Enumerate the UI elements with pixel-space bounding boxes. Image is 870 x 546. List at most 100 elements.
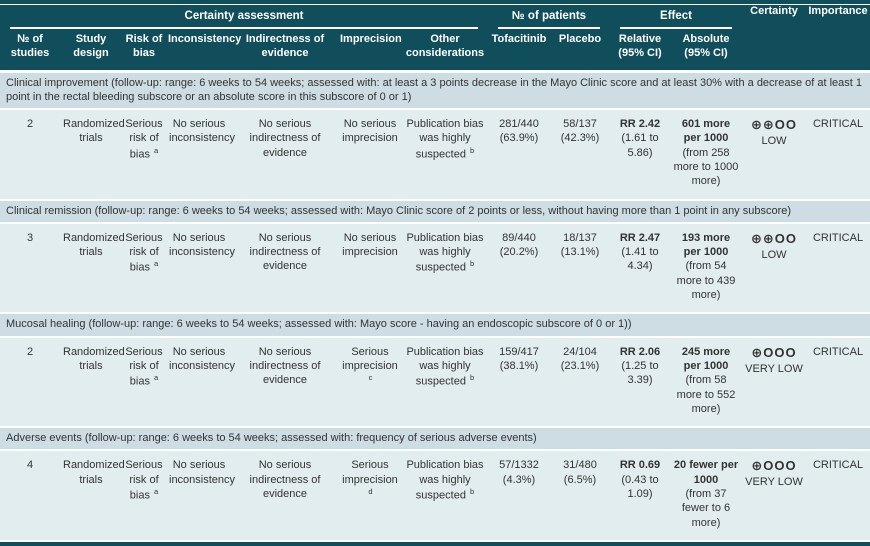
cell-other-considerations: Publication bias was highly suspected b <box>402 109 488 201</box>
col-header-other-considerations: Other considerations <box>402 29 488 73</box>
data-row-clinical-remission: 3 Randomized trials Serious risk of bias… <box>0 222 870 315</box>
certainty-label: VERY LOW <box>745 476 803 489</box>
outcome-section-adverse-events: Adverse events (follow-up: range: 6 week… <box>0 426 870 452</box>
cell-tofacitinib: 281/440 (63.9%) <box>488 109 550 201</box>
outcome-section-clinical-improvement: Clinical improvement (follow-up: range: … <box>0 69 870 111</box>
cell-other-considerations: Publication bias was highly suspected b <box>402 336 488 429</box>
group-effect: Effect <box>610 5 743 29</box>
cell-inconsistency: No serious inconsistency <box>166 450 235 542</box>
col-header-placebo: Placebo <box>550 29 610 73</box>
cell-imprecision: Serious imprecision c <box>338 336 402 429</box>
footnote-marker: b <box>470 145 475 155</box>
data-row-clinical-improvement: 2 Randomized trials Serious risk of bias… <box>0 109 870 201</box>
cell-relative-effect: RR 2.47 (1.41 to 4.34) <box>610 222 670 315</box>
footnote-marker: a <box>154 487 159 497</box>
cell-importance: CRITICAL <box>806 109 870 201</box>
cell-importance: CRITICAL <box>806 222 870 315</box>
cell-indirectness: No serious indirectness of evidence <box>232 109 338 201</box>
cell-certainty: ⊕⊕OO LOW <box>742 222 807 315</box>
data-row-adverse-events: 4 Randomized trials Serious risk of bias… <box>0 450 870 542</box>
cell-imprecision: No serious imprecision <box>338 109 402 201</box>
cell-imprecision: No serious imprecision <box>338 222 402 315</box>
header-columns-row: № of studies Study design Risk of bias I… <box>0 29 870 73</box>
certainty-label: VERY LOW <box>745 362 803 375</box>
col-header-relative: Relative (95% CI) <box>610 29 670 73</box>
cell-placebo: 18/137 (13.1%) <box>550 222 610 315</box>
cell-inconsistency: No serious inconsistency <box>166 222 235 315</box>
footnote-marker: b <box>470 373 475 383</box>
cell-inconsistency: No serious inconsistency <box>166 336 235 429</box>
cell-other-considerations: Publication bias was highly suspected b <box>402 222 488 315</box>
certainty-label: LOW <box>761 248 787 261</box>
cell-tofacitinib: 57/1332 (4.3%) <box>488 450 550 542</box>
cell-tofacitinib: 159/417 (38.1%) <box>488 336 550 429</box>
grade-symbols: ⊕OOO <box>751 344 797 360</box>
certainty-label: LOW <box>761 134 787 147</box>
table-top-border <box>0 0 870 5</box>
footnote-marker: a <box>154 373 159 383</box>
col-header-inconsistency: Inconsistency <box>166 29 241 73</box>
data-row-mucosal-healing: 2 Randomized trials Serious risk of bias… <box>0 336 870 429</box>
cell-absolute-effect: 193 more per 1000 (from 54 more to 439 mo… <box>670 222 743 315</box>
grade-symbols: ⊕⊕OO <box>751 230 798 246</box>
footnote-marker: c <box>368 373 373 383</box>
cell-inconsistency: No serious inconsistency <box>166 109 235 201</box>
cell-study-design: Randomized trials <box>60 450 125 542</box>
cell-risk-of-bias: Serious risk of bias a <box>122 222 166 315</box>
cell-importance: CRITICAL <box>806 450 870 542</box>
cell-certainty: ⊕⊕OO LOW <box>742 109 807 201</box>
cell-study-design: Randomized trials <box>60 336 125 429</box>
group-no-of-patients: № of patients <box>488 5 610 29</box>
footnote-marker: a <box>154 259 159 269</box>
cell-certainty: ⊕OOO VERY LOW <box>742 450 807 542</box>
cell-risk-of-bias: Serious risk of bias a <box>122 109 166 201</box>
col-header-risk-of-bias: Risk of bias <box>122 29 166 73</box>
header-group-row: Certainty assessment № of patients Effec… <box>0 5 870 73</box>
cell-placebo: 24/104 (23.1%) <box>550 336 610 429</box>
col-header-n-studies: № of studies <box>0 29 60 73</box>
outcome-title: Mucosal healing (follow-up: range: 6 wee… <box>0 312 870 338</box>
cell-placebo: 58/137 (42.3%) <box>550 109 610 201</box>
cell-n-studies: 3 <box>0 222 60 315</box>
cell-relative-effect: RR 2.42 (1.61 to 5.86) <box>610 109 670 201</box>
cell-study-design: Randomized trials <box>60 222 125 315</box>
cell-relative-effect: RR 0.69 (0.43 to 1.09) <box>610 450 670 542</box>
table-bottom-border <box>0 541 870 546</box>
outcome-section-mucosal-healing: Mucosal healing (follow-up: range: 6 wee… <box>0 312 870 338</box>
cell-importance: CRITICAL <box>806 336 870 429</box>
grade-symbols: ⊕⊕OO <box>751 117 798 133</box>
outcome-section-clinical-remission: Clinical remission (follow-up: range: 6 … <box>0 198 870 224</box>
table-header: Certainty assessment № of patients Effec… <box>0 5 870 73</box>
cell-other-considerations: Publication bias was highly suspected b <box>402 450 488 542</box>
cell-risk-of-bias: Serious risk of bias a <box>122 450 166 542</box>
col-header-study-design: Study design <box>60 29 122 73</box>
footnote-marker: a <box>154 145 159 155</box>
cell-absolute-effect: 245 more per 1000 (from 58 more to 552 mo… <box>670 336 743 429</box>
footnote-marker: b <box>470 259 475 269</box>
outcome-title: Adverse events (follow-up: range: 6 week… <box>0 426 870 452</box>
col-header-importance: Importance <box>806 5 870 73</box>
table-body: Clinical improvement (follow-up: range: … <box>0 69 870 542</box>
cell-n-studies: 2 <box>0 109 60 201</box>
cell-n-studies: 4 <box>0 450 60 542</box>
evidence-profile-table: Certainty assessment № of patients Effec… <box>0 5 870 542</box>
footnote-marker: d <box>368 487 373 497</box>
cell-absolute-effect: 20 fewer per 1000 (from 37 fewer to 6 mor… <box>670 450 743 542</box>
col-header-indirectness: Indirectness of evidence <box>232 29 338 73</box>
outcome-title: Clinical remission (follow-up: range: 6 … <box>0 198 870 224</box>
cell-tofacitinib: 89/440 (20.2%) <box>488 222 550 315</box>
col-header-absolute: Absolute (95% CI) <box>670 29 743 73</box>
col-header-certainty: Certainty <box>742 5 807 73</box>
cell-placebo: 31/480 (6.5%) <box>550 450 610 542</box>
cell-indirectness: No serious indirectness of evidence <box>232 222 338 315</box>
cell-indirectness: No serious indirectness of evidence <box>232 336 338 429</box>
footnote-marker: b <box>470 487 475 497</box>
outcome-title: Clinical improvement (follow-up: range: … <box>0 69 870 111</box>
group-certainty-assessment: Certainty assessment <box>0 5 488 29</box>
col-header-imprecision: Imprecision <box>338 29 402 73</box>
col-header-tofacitinib: Tofacitinib <box>488 29 550 73</box>
cell-indirectness: No serious indirectness of evidence <box>232 450 338 542</box>
cell-imprecision: Serious imprecision d <box>338 450 402 542</box>
cell-n-studies: 2 <box>0 336 60 429</box>
